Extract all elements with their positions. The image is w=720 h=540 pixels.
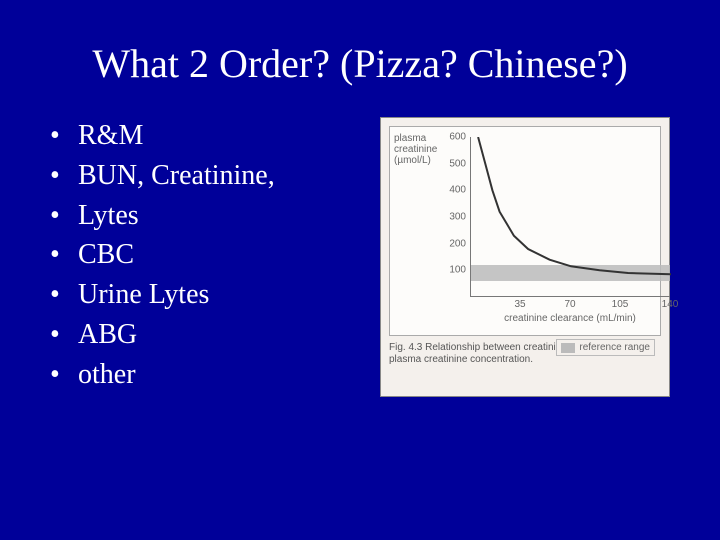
bullet-dot: • [50,276,78,314]
legend-swatch [561,343,575,353]
x-tick-label: 70 [564,299,575,310]
bullet-text: CBC [78,236,360,274]
y-tick-label: 100 [449,265,466,276]
y-label-3: (µmol/L) [394,155,431,166]
x-tick-label: 140 [662,299,679,310]
bullet-item: •Urine Lytes [50,276,360,314]
y-tick-label: 600 [449,132,466,143]
y-label-2: creatinine [394,144,437,155]
bullet-dot: • [50,356,78,394]
x-tick-label: 105 [612,299,629,310]
bullet-dot: • [50,117,78,155]
bullet-text: Urine Lytes [78,276,360,314]
bullet-text: R&M [78,117,360,155]
slide-title: What 2 Order? (Pizza? Chinese?) [0,0,720,117]
legend-label: reference range [579,342,650,353]
figure-panel: plasma creatinine (µmol/L) 100 200 300 400 5… [380,117,670,397]
bullet-text: ABG [78,316,360,354]
x-axis-label: creatinine clearance (mL/min) [470,313,670,324]
bullet-text: BUN, Creatinine, [78,157,360,195]
bullet-dot: • [50,316,78,354]
bullet-item: •other [50,356,360,394]
content-row: •R&M•BUN, Creatinine,•Lytes•CBC•Urine Ly… [0,117,720,397]
legend: reference range [556,339,655,356]
y-tick-label: 400 [449,185,466,196]
y-label-1: plasma [394,133,426,144]
bullet-text: other [78,356,360,394]
bullet-text: Lytes [78,197,360,235]
bullet-item: •R&M [50,117,360,155]
curve-line [471,137,671,297]
y-axis-label: plasma creatinine (µmol/L) [394,133,437,166]
bullet-item: •Lytes [50,197,360,235]
bullet-item: •BUN, Creatinine, [50,157,360,195]
plot-area [470,137,670,297]
y-ticks: 100 200 300 400 500 600 [442,127,466,297]
y-tick-label: 300 [449,212,466,223]
y-tick-label: 200 [449,238,466,249]
bullet-dot: • [50,236,78,274]
chart-area: plasma creatinine (µmol/L) 100 200 300 400 5… [389,126,661,336]
bullet-dot: • [50,197,78,235]
bullet-dot: • [50,157,78,195]
x-tick-label: 35 [514,299,525,310]
bullet-item: •CBC [50,236,360,274]
bullet-item: •ABG [50,316,360,354]
bullet-list: •R&M•BUN, Creatinine,•Lytes•CBC•Urine Ly… [50,117,360,397]
y-tick-label: 500 [449,158,466,169]
